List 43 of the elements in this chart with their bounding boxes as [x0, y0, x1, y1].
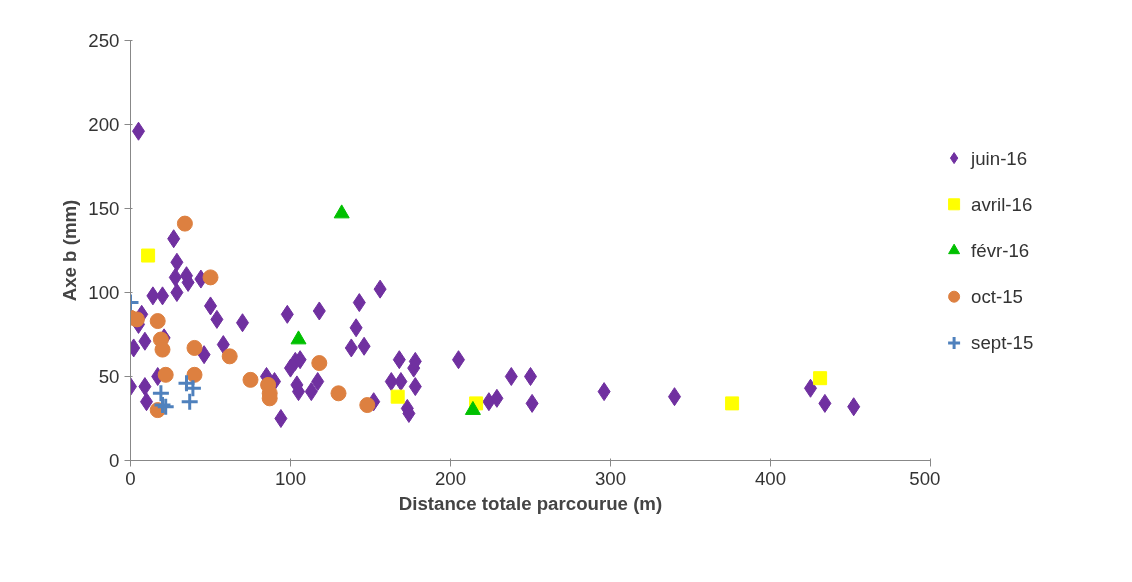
point	[157, 366, 174, 383]
y-tick-label: 0	[109, 450, 120, 471]
point	[177, 373, 196, 393]
point	[359, 397, 376, 414]
y-tick-label: 50	[98, 366, 120, 387]
point	[390, 389, 405, 404]
x-tick-label: 100	[274, 467, 307, 489]
x-tick-label: 500	[909, 467, 941, 489]
legend-label: oct-15	[971, 286, 1023, 308]
x-tick-label: 300	[594, 467, 627, 489]
point	[813, 371, 828, 386]
x-axis-title: Distance totale parcourue (m)	[398, 492, 663, 514]
legend-label: sept-15	[971, 332, 1034, 354]
x-tick-label: 400	[754, 467, 787, 489]
y-tick-label: 250	[88, 30, 120, 51]
point	[156, 397, 176, 417]
point	[202, 269, 219, 286]
point	[290, 330, 307, 345]
x-tick-label: 0	[125, 467, 136, 489]
point	[153, 395, 172, 415]
legend-label: févr-16	[971, 240, 1030, 261]
point	[149, 313, 166, 330]
point	[151, 383, 171, 403]
point	[186, 339, 203, 356]
y-axis-title: Axe b (mm)	[59, 199, 81, 302]
y-tick-label: 150	[88, 198, 120, 219]
y-tick-label: 100	[88, 282, 120, 303]
point	[330, 385, 347, 402]
point	[333, 204, 350, 219]
point	[221, 348, 238, 365]
y-tick-label: 200	[88, 114, 120, 135]
point	[242, 371, 259, 388]
point	[176, 215, 193, 232]
point	[141, 248, 156, 263]
point	[180, 392, 200, 412]
point	[154, 341, 171, 358]
point	[725, 396, 740, 411]
legend-label: juin-16	[970, 147, 1028, 169]
point	[311, 355, 328, 372]
x-tick-label: 200	[434, 467, 467, 489]
point	[183, 378, 203, 398]
legend-label: avril-16	[971, 193, 1033, 215]
point	[186, 366, 203, 383]
